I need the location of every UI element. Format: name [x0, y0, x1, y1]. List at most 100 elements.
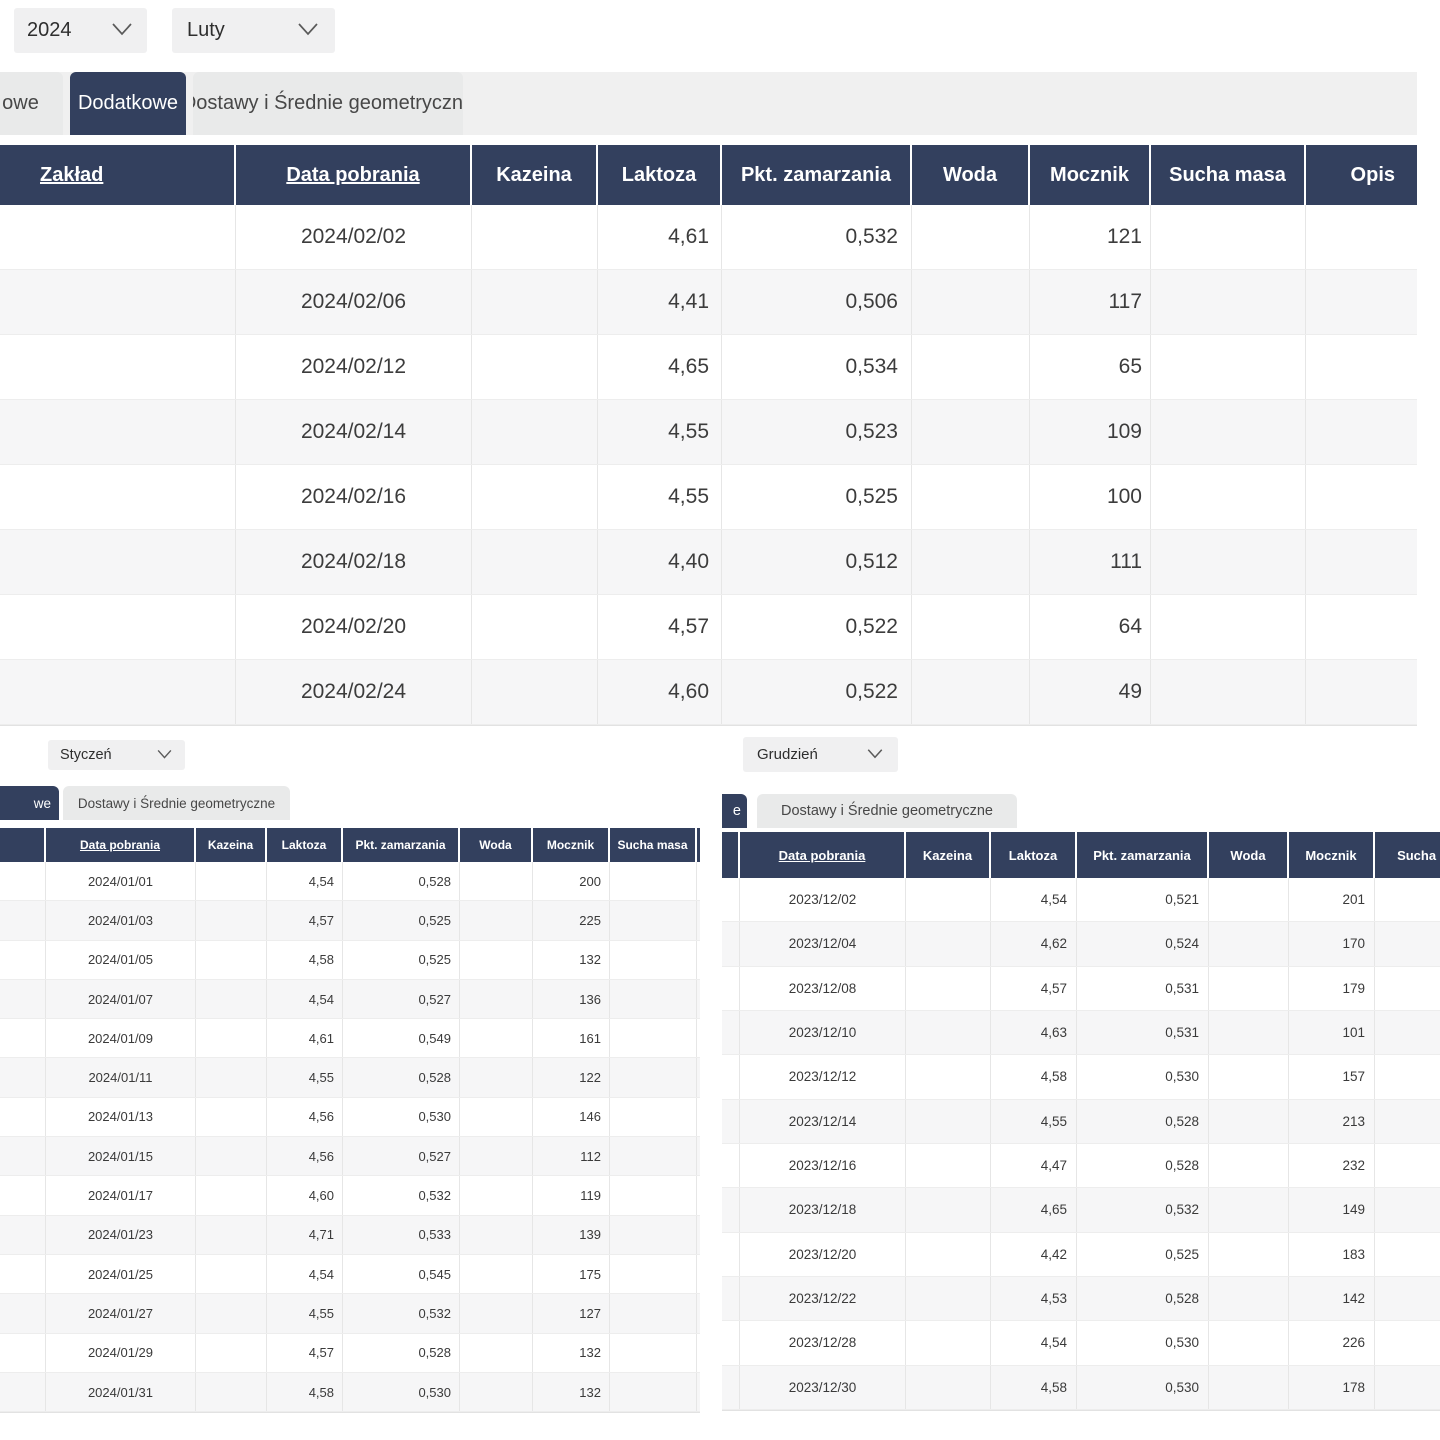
cell-opis: [697, 1058, 700, 1096]
cell-zaklad: [722, 922, 740, 966]
tab-partial-dodatkowe[interactable]: e: [722, 794, 747, 828]
cell-kazeina: [196, 1019, 267, 1058]
table-row: 2024/01/03 4,57 0,525 225: [0, 901, 700, 941]
cell-pkt-zamarzania: 0,530: [343, 1097, 460, 1137]
cell-zaklad: [0, 1294, 46, 1333]
month-select[interactable]: Styczeń: [48, 740, 185, 770]
cell-kazeina: [906, 1055, 991, 1099]
cell-laktoza: 4,65: [991, 1188, 1077, 1232]
cell-laktoza: 4,57: [598, 595, 722, 659]
cell-zaklad: [0, 940, 46, 979]
cell-pkt-zamarzania: 0,532: [1077, 1188, 1209, 1232]
cell-woda: [460, 1254, 533, 1294]
cell-sucha-masa: [1151, 465, 1306, 529]
cell-woda: [460, 1058, 533, 1097]
cell-mocznik: 132: [533, 940, 610, 979]
cell-laktoza: 4,62: [991, 922, 1077, 966]
cell-zaklad: [0, 1333, 46, 1372]
cell-pkt-zamarzania: 0,521: [1077, 878, 1209, 922]
table-row: 2024/01/27 4,55 0,532 127: [0, 1294, 700, 1334]
cell-pkt-zamarzania: 0,506: [722, 270, 912, 334]
cell-mocznik: 132: [533, 1372, 610, 1412]
cell-mocznik: 122: [533, 1058, 610, 1097]
column-header-zaklad-clipped: [722, 832, 740, 878]
cell-kazeina: [906, 1321, 991, 1365]
cell-opis: [697, 862, 700, 900]
table-row: 2024/01/07 4,54 0,527 136: [0, 979, 700, 1020]
cell-sucha-masa: [1375, 1055, 1440, 1098]
cell-laktoza: 4,58: [267, 940, 343, 979]
cell-data-pobrania: 2024/01/17: [46, 1176, 196, 1215]
cell-mocznik: 157: [1289, 1055, 1375, 1099]
table-row: 2024/01/13 4,56 0,530 146: [0, 1097, 700, 1138]
cell-zaklad: [722, 1321, 740, 1365]
cell-zaklad: [0, 530, 236, 594]
cell-woda: [460, 1019, 533, 1058]
cell-pkt-zamarzania: 0,531: [1077, 1010, 1209, 1055]
cell-zaklad: [0, 400, 236, 464]
cell-laktoza: 4,57: [991, 966, 1077, 1010]
tab-partial-owe[interactable]: owe: [0, 72, 63, 135]
cell-data-pobrania: 2024/01/05: [46, 940, 196, 979]
cell-mocznik: 119: [533, 1176, 610, 1215]
table-row: 2023/12/12 4,58 0,530 157: [722, 1055, 1440, 1100]
cell-laktoza: 4,58: [991, 1055, 1077, 1099]
cell-opis: [1306, 530, 1417, 594]
cell-mocznik: 170: [1289, 922, 1375, 966]
cell-mocznik: 225: [533, 901, 610, 940]
month-select-value: Grudzień: [757, 746, 818, 763]
cell-woda: [460, 1372, 533, 1412]
cell-woda: [912, 465, 1030, 529]
cell-laktoza: 4,55: [598, 465, 722, 529]
column-header-data-pobrania[interactable]: Data pobrania: [740, 832, 906, 878]
cell-opis: [697, 980, 700, 1018]
cell-mocznik: 109: [1030, 400, 1151, 464]
cell-kazeina: [906, 966, 991, 1010]
cell-data-pobrania: 2023/12/18: [740, 1188, 906, 1232]
cell-data-pobrania: 2024/01/25: [46, 1254, 196, 1294]
table-row: 2024/02/14 4,55 0,523 109: [0, 400, 1417, 465]
cell-opis: [697, 1373, 700, 1411]
tab-dostawy-srednie[interactable]: Dostawy i Średnie geometryczne: [757, 794, 1017, 828]
month-select[interactable]: Grudzień: [743, 737, 898, 772]
tab-dostawy-srednie[interactable]: Dostawy i Średnie geometryczne: [193, 72, 463, 135]
year-select[interactable]: 2024: [14, 8, 147, 53]
cell-woda: [912, 335, 1030, 399]
cell-kazeina: [906, 1188, 991, 1232]
cell-data-pobrania: 2024/02/12: [236, 335, 472, 399]
cell-woda: [1209, 966, 1289, 1010]
table-row: 2023/12/30 4,58 0,530 178: [722, 1365, 1440, 1410]
tab-partial-dodatkowe[interactable]: we: [0, 786, 59, 820]
cell-sucha-masa: [1151, 660, 1306, 724]
cell-woda: [1209, 1143, 1289, 1188]
cell-data-pobrania: 2024/02/14: [236, 400, 472, 464]
column-header-laktoza: Laktoza: [267, 828, 343, 862]
cell-pkt-zamarzania: 0,524: [1077, 922, 1209, 966]
column-header-sucha-masa: Sucha masa: [1151, 145, 1306, 205]
cell-zaklad: [0, 1097, 46, 1137]
month-select-value: Luty: [187, 19, 225, 41]
cell-zaklad: [722, 1188, 740, 1232]
column-header-data-pobrania[interactable]: Data pobrania: [236, 145, 472, 205]
column-header-data-pobrania[interactable]: Data pobrania: [46, 828, 196, 862]
column-header-kazeina: Kazeina: [472, 145, 598, 205]
cell-kazeina: [472, 205, 598, 269]
cell-zaklad: [0, 270, 236, 334]
cell-zaklad: [0, 465, 236, 529]
cell-zaklad: [0, 862, 46, 901]
cell-opis: [1306, 270, 1417, 334]
cell-laktoza: 4,54: [991, 1321, 1077, 1365]
cell-kazeina: [196, 1294, 267, 1333]
table-header: Zakład Data pobrania Kazeina Laktoza Pkt…: [0, 145, 1417, 205]
tab-dodatkowe[interactable]: Dodatkowe: [70, 72, 186, 135]
cell-laktoza: 4,71: [267, 1215, 343, 1254]
cell-laktoza: 4,54: [267, 1254, 343, 1294]
cell-woda: [1209, 878, 1289, 922]
tab-bar: owe Dodatkowe Dostawy i Średnie geometry…: [0, 72, 1417, 135]
cell-pkt-zamarzania: 0,545: [343, 1254, 460, 1294]
cell-pkt-zamarzania: 0,530: [1077, 1321, 1209, 1365]
cell-mocznik: 161: [533, 1019, 610, 1058]
column-header-zaklad[interactable]: Zakład: [0, 145, 236, 205]
tab-dostawy-srednie[interactable]: Dostawy i Średnie geometryczne: [63, 786, 290, 820]
month-select[interactable]: Luty: [172, 8, 335, 53]
